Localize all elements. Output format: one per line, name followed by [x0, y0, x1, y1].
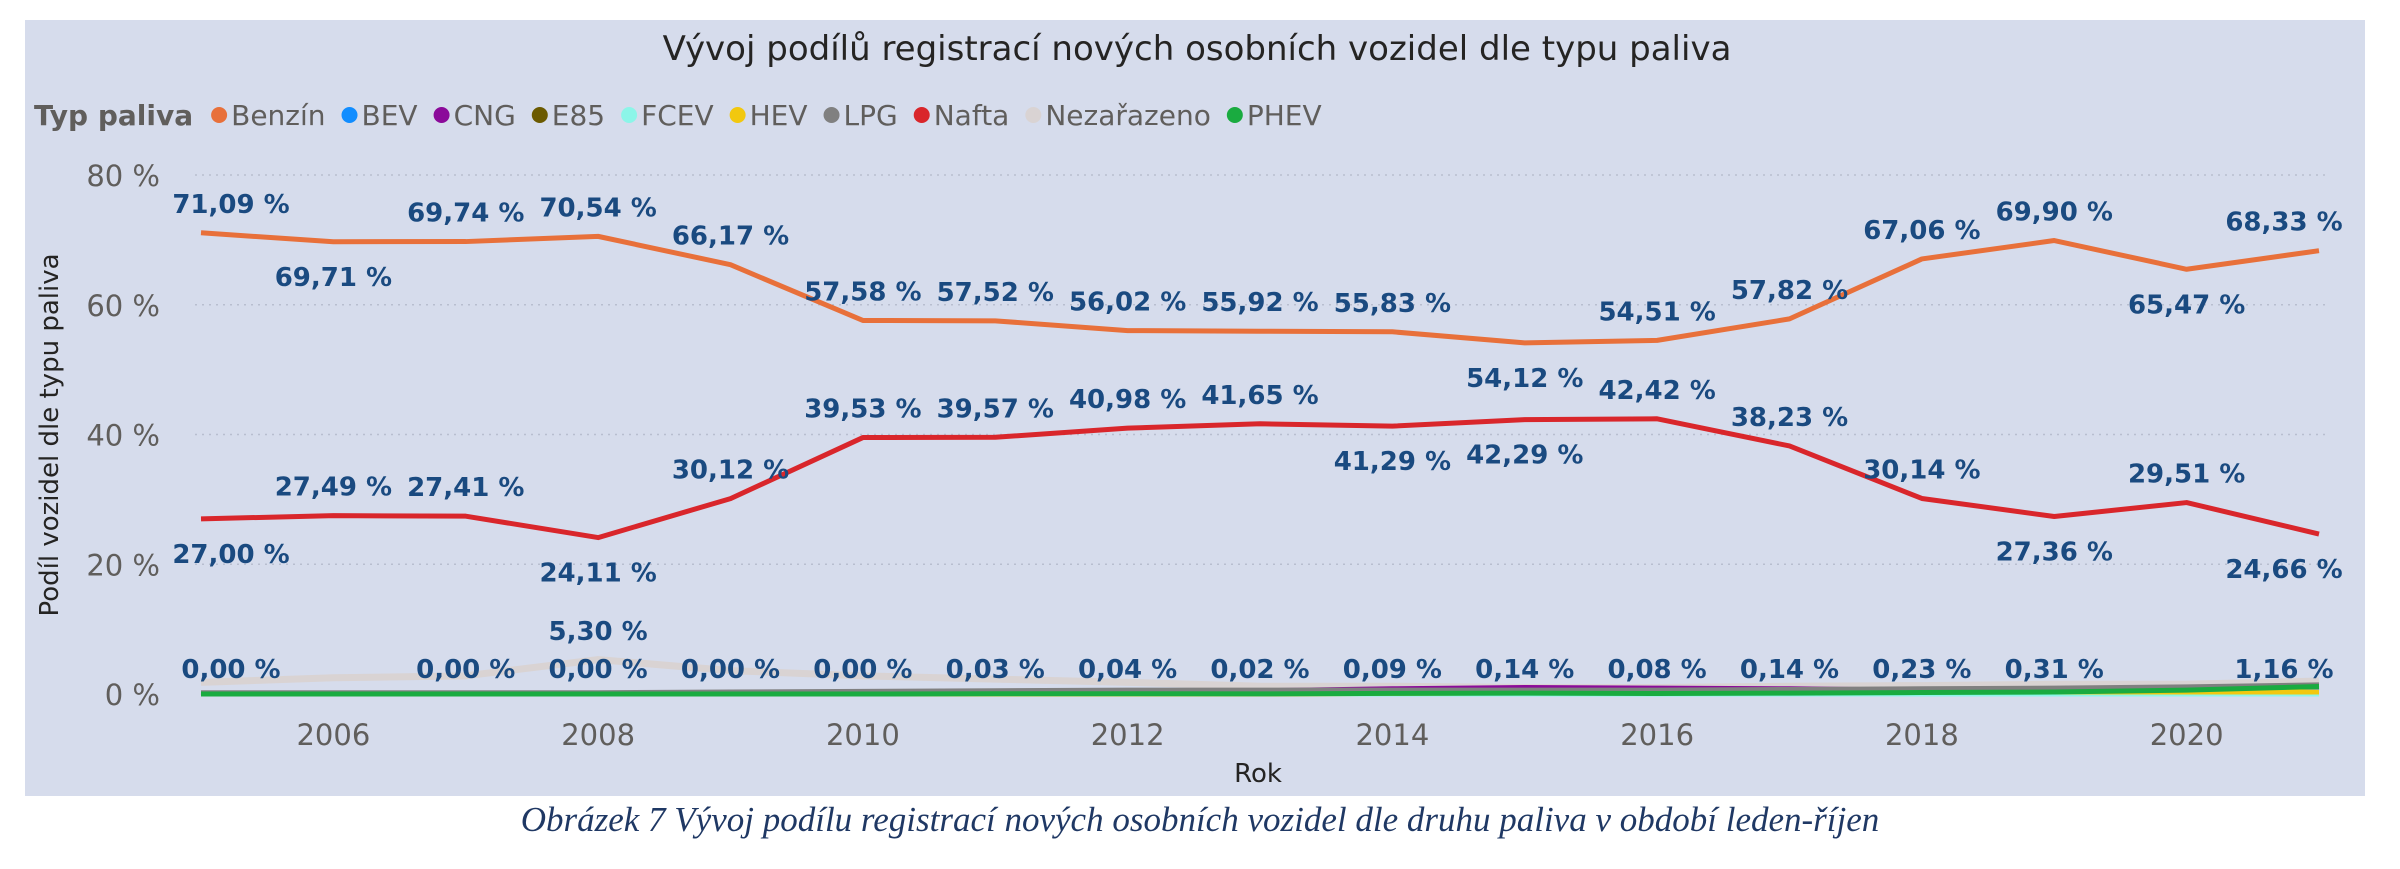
x-tick-label: 2008 [561, 718, 635, 752]
data-label-nafta: 41,65 % [1201, 381, 1318, 411]
legend-item-bev: BEV [362, 99, 418, 132]
data-label-phev: 0,14 % [1740, 655, 1839, 685]
figure-caption: Obrázek 7 Vývoj podílu registrací nových… [520, 800, 1880, 839]
legend-title: Typ paliva [34, 99, 193, 132]
data-label-benzín: 69,90 % [1996, 198, 2113, 228]
legend-item-nezařazeno: Nezařazeno [1045, 99, 1211, 132]
data-label-benzín: 69,71 % [275, 263, 392, 293]
legend-marker-nafta [913, 107, 930, 123]
legend-marker-lpg [823, 107, 840, 123]
legend-marker-nezařazeno [1025, 107, 1042, 123]
legend-marker-fcev [621, 107, 638, 123]
data-label-benzín: 57,52 % [937, 278, 1054, 308]
data-label-benzín: 67,06 % [1863, 216, 1980, 246]
legend-item-benzín: Benzín [231, 99, 325, 132]
data-label-nezařazeno: 5,30 % [548, 617, 647, 647]
data-label-nafta: 27,41 % [407, 473, 524, 503]
data-label-phev: 0,00 % [548, 655, 647, 685]
data-label-nafta: 39,53 % [804, 395, 921, 425]
chart-title: Vývoj podílů registrací nových osobních … [663, 29, 1732, 69]
legend-marker-cng [433, 107, 450, 123]
data-label-benzín: 71,09 % [172, 190, 289, 220]
legend-item-nafta: Nafta [934, 99, 1010, 132]
data-label-phev: 0,00 % [181, 655, 280, 685]
x-axis-title: Rok [1234, 759, 1282, 789]
data-label-nafta: 42,29 % [1466, 441, 1583, 471]
legend-item-e85: E85 [552, 99, 605, 132]
y-tick-label: 60 % [86, 289, 160, 323]
data-label-benzín: 56,02 % [1069, 288, 1186, 318]
legend-marker-bev [341, 107, 358, 123]
y-tick-label: 40 % [86, 419, 160, 453]
data-label-nafta: 24,66 % [2225, 555, 2342, 585]
data-label-benzín: 55,92 % [1201, 288, 1318, 318]
data-label-phev: 0,00 % [813, 655, 912, 685]
chart-panel [25, 20, 2365, 796]
x-tick-label: 2016 [1620, 718, 1694, 752]
data-label-nafta: 30,12 % [672, 456, 789, 486]
legend-marker-hev [729, 107, 746, 123]
data-label-nafta: 40,98 % [1069, 385, 1186, 415]
data-label-nafta: 38,23 % [1731, 403, 1848, 433]
data-label-benzín: 54,51 % [1598, 297, 1715, 327]
data-label-benzín: 65,47 % [2128, 290, 2245, 320]
data-label-nafta: 42,42 % [1598, 376, 1715, 406]
data-label-phev: 0,02 % [1210, 655, 1309, 685]
legend-item-fcev: FCEV [641, 99, 714, 132]
legend-marker-benzín [211, 107, 228, 123]
data-label-phev: 0,00 % [416, 655, 515, 685]
data-label-phev: 0,09 % [1343, 655, 1442, 685]
y-tick-label: 20 % [86, 548, 160, 582]
data-label-phev: 0,31 % [2005, 655, 2104, 685]
data-label-benzín: 70,54 % [539, 193, 656, 223]
x-tick-label: 2014 [1355, 718, 1429, 752]
x-tick-label: 2012 [1091, 718, 1165, 752]
data-label-benzín: 57,82 % [1731, 276, 1848, 306]
data-label-nafta: 24,11 % [539, 559, 656, 589]
data-label-nafta: 27,36 % [1996, 538, 2113, 568]
data-label-phev: 0,08 % [1607, 655, 1706, 685]
legend-item-cng: CNG [454, 99, 516, 132]
data-label-nafta: 30,14 % [1863, 455, 1980, 485]
legend-item-lpg: LPG [844, 99, 898, 132]
data-label-phev: 0,23 % [1872, 655, 1971, 685]
data-label-benzín: 66,17 % [672, 222, 789, 252]
data-label-benzín: 68,33 % [2225, 208, 2342, 238]
data-label-nafta: 27,49 % [275, 473, 392, 503]
legend-marker-phev [1226, 107, 1243, 123]
data-label-phev: 0,00 % [681, 655, 780, 685]
data-label-benzín: 55,83 % [1334, 289, 1451, 319]
data-label-benzín: 57,58 % [804, 277, 921, 307]
data-label-phev: 0,14 % [1475, 655, 1574, 685]
x-tick-label: 2020 [2150, 718, 2224, 752]
legend-marker-e85 [531, 107, 548, 123]
data-label-nafta: 39,57 % [937, 394, 1054, 424]
x-tick-label: 2018 [1885, 718, 1959, 752]
y-tick-label: 80 % [86, 159, 160, 193]
legend-item-phev: PHEV [1247, 99, 1322, 132]
y-axis-title: Podíl vozidel dle typu paliva [35, 253, 65, 616]
data-label-phev: 1,16 % [2234, 655, 2333, 685]
legend-item-hev: HEV [750, 99, 808, 132]
data-label-benzín: 69,74 % [407, 199, 524, 229]
x-tick-label: 2010 [826, 718, 900, 752]
x-tick-label: 2006 [296, 718, 370, 752]
data-label-nafta: 29,51 % [2128, 460, 2245, 490]
data-label-nafta: 27,00 % [172, 540, 289, 570]
data-label-nafta: 41,29 % [1334, 447, 1451, 477]
data-label-phev: 0,03 % [946, 655, 1045, 685]
data-label-phev: 0,04 % [1078, 655, 1177, 685]
y-tick-label: 0 % [105, 678, 160, 712]
data-label-benzín: 54,12 % [1466, 364, 1583, 394]
